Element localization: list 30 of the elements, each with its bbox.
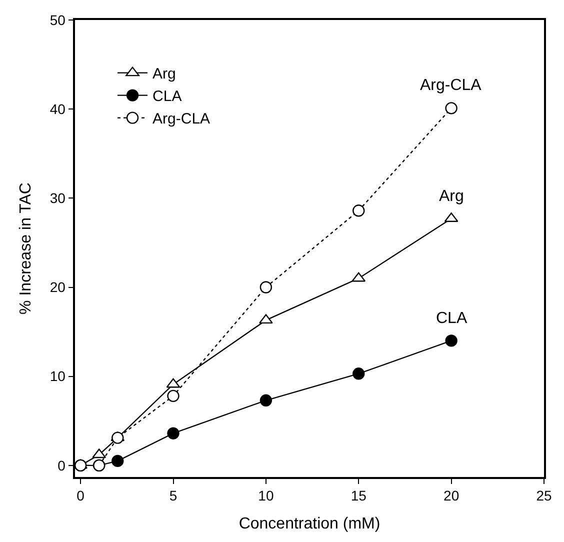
y-tick-label: 0	[58, 457, 66, 474]
legend-label: Arg-CLA	[152, 110, 210, 128]
point	[112, 432, 124, 444]
y-axis-title: % Increase in TAC	[17, 182, 34, 314]
y-tick-label: 10	[50, 368, 66, 384]
x-tick-label: 25	[536, 488, 552, 504]
point	[167, 390, 180, 402]
y-tick-label: 40	[50, 100, 66, 117]
point	[445, 102, 458, 114]
point	[352, 204, 365, 217]
x-tick-label: 15	[350, 488, 367, 504]
y-tick-label: 30	[50, 190, 66, 206]
legend-label: CLA	[152, 88, 182, 106]
annotation: Arg	[439, 188, 464, 205]
legend-label: Arg	[152, 66, 176, 83]
x-tick-label: 0	[76, 488, 85, 504]
annotation: Arg-CLA	[420, 77, 482, 94]
x-tick-label: 5	[169, 488, 178, 504]
annotation: CLA	[436, 310, 468, 327]
y-tick-label: 20	[50, 279, 66, 296]
x-tick-label: 10	[258, 488, 274, 504]
point	[352, 368, 365, 380]
point	[112, 454, 124, 468]
point	[445, 334, 458, 347]
point	[167, 427, 180, 440]
y-tick-label: 50	[50, 12, 66, 28]
point	[260, 281, 272, 294]
point	[260, 394, 272, 406]
x-axis-title: Concentration (mM)	[238, 516, 380, 533]
x-tick-label: 20	[444, 488, 460, 504]
